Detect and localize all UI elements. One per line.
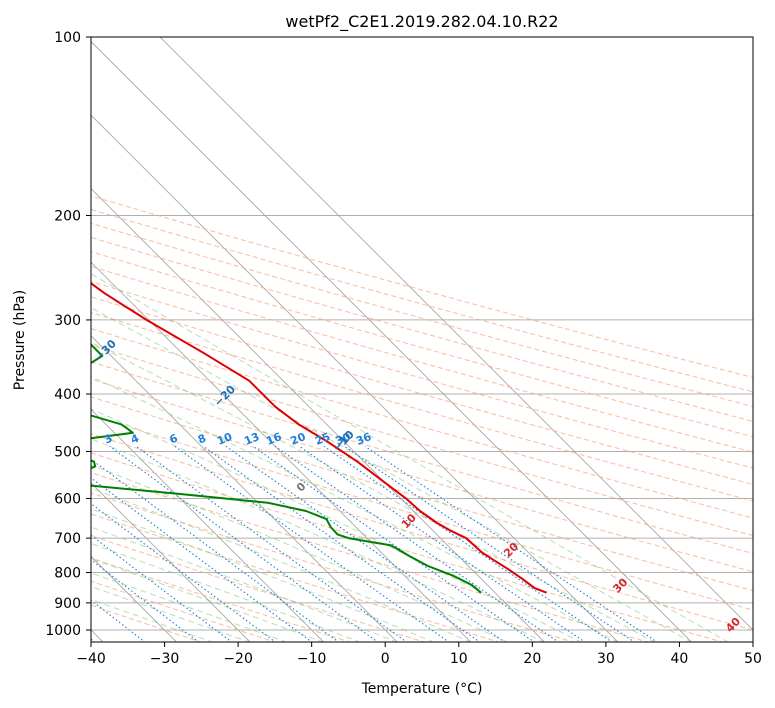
x-tick-label: −20: [223, 651, 253, 667]
mixing-ratio-line: [274, 445, 560, 642]
x-tick-label: 20: [523, 651, 541, 667]
moist-adiabat-line: [91, 464, 509, 642]
moist-adiabat-line: [91, 572, 288, 642]
x-tick-label: 10: [450, 651, 468, 667]
y-tick-label: 600: [54, 491, 81, 507]
moist-adiabat-line: [91, 585, 251, 642]
moist-adiabat-line: [91, 526, 398, 642]
y-tick-label: 400: [54, 387, 81, 403]
plot-frame: [90, 36, 754, 643]
mixing-ratio-label: 10: [215, 430, 234, 448]
mixing-ratio-line: [252, 445, 536, 642]
moist-adiabat-line: [91, 376, 619, 642]
isotherm-line: [91, 335, 398, 642]
y-tick-label: 900: [54, 596, 81, 612]
x-tick-label: 0: [381, 651, 390, 667]
chart-title: wetPf2_C2E1.2019.282.04.10.R22: [285, 12, 558, 32]
ticks-layer: −40 −30 −20 −10 0 10 20 30 40 50 100 200 300 400 500 60…: [45, 30, 762, 667]
dry-adiabat-line: [91, 414, 753, 611]
isotherm-line: [91, 408, 325, 642]
mixing-ratio-label: 3: [102, 432, 114, 447]
mixing-ratio-line: [91, 502, 277, 642]
mixing-ratio-line: [91, 458, 340, 642]
y-tick-label: 800: [54, 566, 81, 582]
x-tick-label: 40: [671, 651, 689, 667]
mixing-ratio-line: [91, 534, 233, 642]
isotherm-line: [159, 37, 753, 631]
x-tick-label: 50: [744, 651, 762, 667]
y-tick-label: 300: [54, 313, 81, 329]
dry-adiabat-line: [91, 222, 753, 408]
moist-adiabat-line: [91, 408, 582, 642]
mixing-ratio-label: 8: [196, 432, 208, 447]
moist-adiabat-line: [91, 487, 472, 642]
mixing-ratio-label: 36: [354, 430, 373, 448]
mixing-ratio-label: 25: [313, 430, 332, 448]
x-tick-label: −30: [150, 651, 180, 667]
dry-adiabat-line: [91, 557, 352, 642]
dry-adiabat-line: [91, 251, 753, 438]
moist-adiabat-line: [91, 599, 214, 642]
series-layer: [91, 282, 547, 594]
x-tick-label: 30: [597, 651, 615, 667]
isotherm-line: [91, 40, 693, 642]
x-tick-label: −10: [297, 651, 327, 667]
dry-adiabat-line: [91, 236, 753, 422]
dry-adiabat-line: [91, 452, 725, 642]
mixing-ratio-line: [91, 477, 313, 642]
moist-adiabat-line: [91, 543, 361, 642]
dry-adiabat-line: [91, 328, 753, 519]
dewpoint-series-line: [91, 343, 482, 594]
dry-adiabat-line: [91, 208, 753, 393]
dry-adiabat-line: [91, 513, 501, 642]
moist-adiabat-line: [91, 307, 692, 642]
mixing-ratio-line: [364, 445, 658, 642]
mixing-ratio-label: 30: [334, 430, 353, 448]
mixing-ratio-label: 13: [242, 430, 261, 448]
temperature-series-line: [91, 282, 547, 594]
isotherm-line: [91, 482, 251, 642]
y-tick-label: 1000: [45, 623, 81, 639]
background-lines: [91, 37, 753, 642]
isotherm-line: [91, 188, 545, 642]
y-axis-label: Pressure (hPa): [12, 290, 28, 390]
moist-adiabat-line: [91, 341, 656, 642]
mixing-ratio-line: [135, 445, 408, 642]
mixing-ratio-label: 20: [289, 430, 308, 448]
moist-adiabat-line: [91, 273, 729, 642]
dry-adiabat-line: [91, 378, 753, 573]
x-tick-label: −40: [76, 651, 106, 667]
mixing-ratio-label: 16: [264, 430, 283, 448]
y-tick-label: 500: [54, 444, 81, 460]
moist-adiabat-line: [91, 438, 545, 642]
x-axis-label: Temperature (°C): [361, 681, 483, 697]
isotherm-line: [91, 114, 619, 642]
mixing-ratio-line: [109, 445, 379, 642]
y-tick-label: 700: [54, 531, 81, 547]
dry-adiabat-line: [91, 492, 575, 642]
mixing-ratio-line: [174, 445, 450, 642]
dry-adiabat-line: [91, 361, 753, 554]
dry-adiabat-line: [91, 195, 753, 379]
y-tick-label: 100: [54, 30, 81, 46]
mixing-ratio-line: [299, 445, 586, 642]
y-tick-label: 200: [54, 209, 81, 225]
dry-adiabat-line: [91, 265, 753, 453]
